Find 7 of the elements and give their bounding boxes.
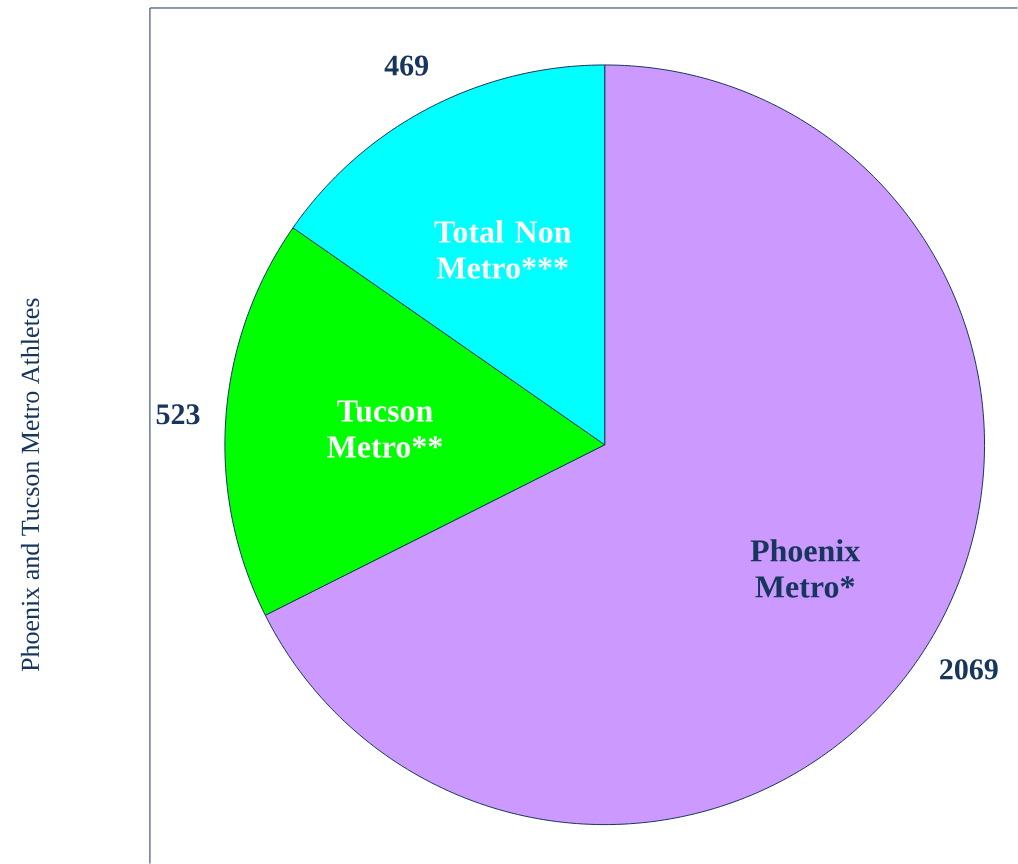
slice-label: Tucson Metro** xyxy=(327,400,442,458)
data-label: 2069 xyxy=(940,659,998,680)
slice-label: Total Non Metro*** xyxy=(434,220,571,279)
slice-label: Phoenix Metro* xyxy=(750,539,861,598)
data-label: 523 xyxy=(156,404,200,425)
data-label: 469 xyxy=(384,55,429,76)
text: Phoenix and Tucson Metro Athletes xyxy=(20,298,40,672)
